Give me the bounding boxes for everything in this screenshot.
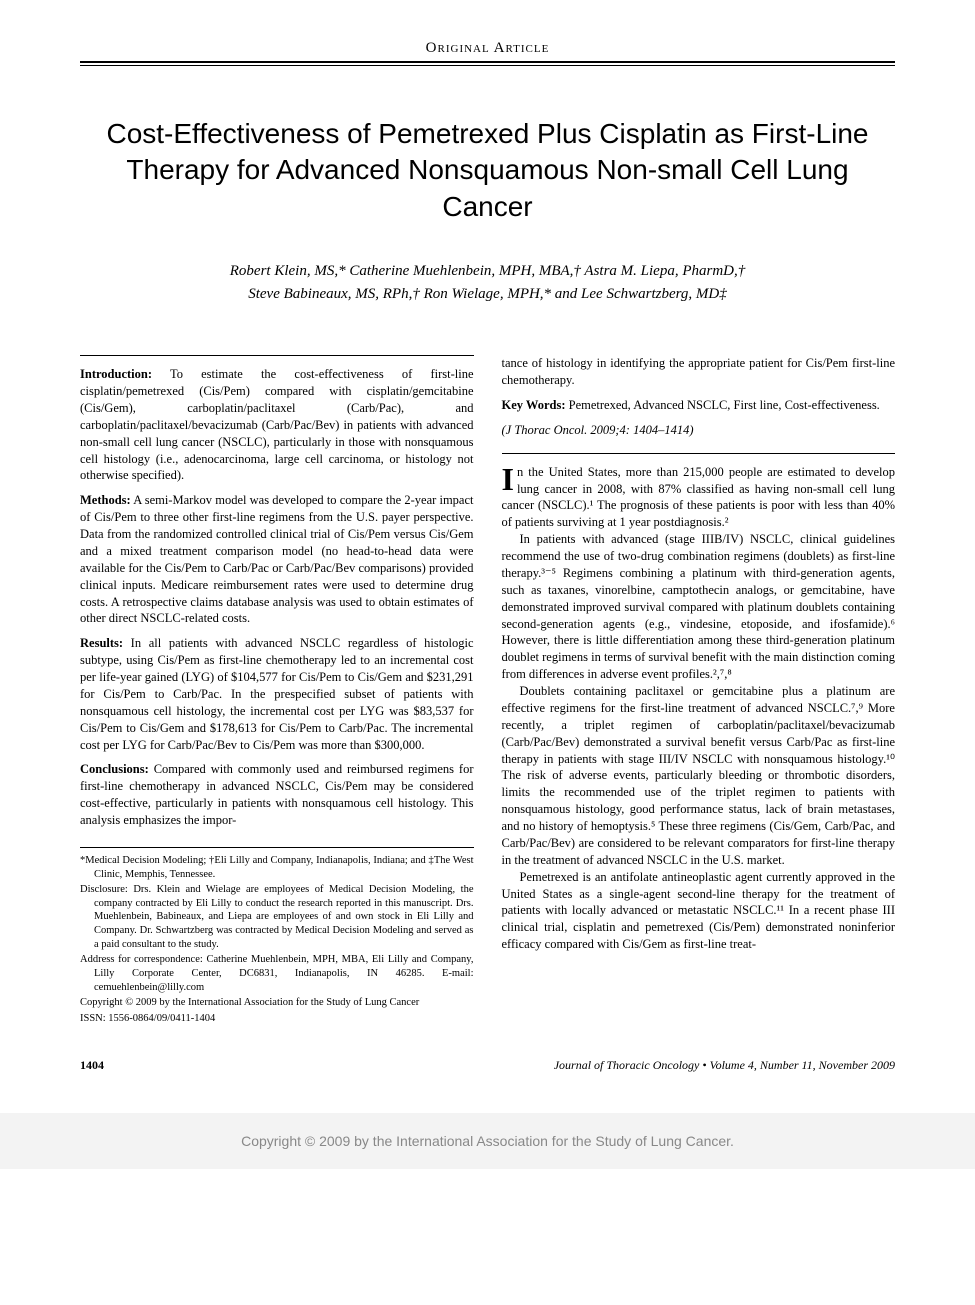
methods-label: Methods: — [80, 493, 131, 507]
conclusions-label: Conclusions: — [80, 762, 149, 776]
footnote-correspondence: Address for correspondence: Catherine Mu… — [80, 953, 474, 994]
results-label: Results: — [80, 636, 123, 650]
column-divider — [80, 355, 474, 356]
footnotes: *Medical Decision Modeling; †Eli Lilly a… — [80, 847, 474, 1026]
body-paragraph-1: In the United States, more than 215,000 … — [502, 464, 896, 532]
author-list: Robert Klein, MS,* Catherine Muehlenbein… — [80, 260, 895, 305]
keywords: Key Words: Pemetrexed, Advanced NSCLC, F… — [502, 397, 896, 414]
footnote-copyright: Copyright © 2009 by the International As… — [80, 996, 474, 1010]
abstract-continuation: tance of histology in identifying the ap… — [502, 355, 896, 389]
page-footer: 1404 Journal of Thoracic Oncology • Volu… — [80, 1058, 895, 1073]
footnote-disclosure: Disclosure: Drs. Klein and Wielage are e… — [80, 883, 474, 951]
citation: (J Thorac Oncol. 2009;4: 1404–1414) — [502, 422, 896, 439]
authors-line-2: Steve Babineaux, MS, RPh,† Ron Wielage, … — [80, 283, 895, 306]
bottom-copyright: Copyright © 2009 by the International As… — [0, 1113, 975, 1169]
keywords-text: Pemetrexed, Advanced NSCLC, First line, … — [566, 398, 880, 412]
footnote-affiliations: *Medical Decision Modeling; †Eli Lilly a… — [80, 854, 474, 881]
introduction-text: To estimate the cost-effectiveness of fi… — [80, 367, 474, 482]
authors-line-1: Robert Klein, MS,* Catherine Muehlenbein… — [80, 260, 895, 283]
right-column: tance of histology in identifying the ap… — [502, 355, 896, 1027]
body-paragraph-4: Pemetrexed is an antifolate antineoplast… — [502, 869, 896, 953]
results-text: In all patients with advanced NSCLC rega… — [80, 636, 474, 751]
article-title: Cost-Effectiveness of Pemetrexed Plus Ci… — [80, 116, 895, 225]
section-label: Original Article — [80, 40, 895, 63]
column-divider — [502, 453, 896, 454]
content-columns: Introduction: To estimate the cost-effec… — [80, 355, 895, 1027]
journal-info: Journal of Thoracic Oncology • Volume 4,… — [554, 1058, 895, 1073]
abstract-results: Results: In all patients with advanced N… — [80, 635, 474, 753]
introduction-label: Introduction: — [80, 367, 152, 381]
abstract-conclusions: Conclusions: Compared with commonly used… — [80, 761, 474, 829]
footnote-issn: ISSN: 1556-0864/09/0411-1404 — [80, 1012, 474, 1026]
body-paragraph-2: In patients with advanced (stage IIIB/IV… — [502, 531, 896, 683]
methods-text: A semi-Markov model was developed to com… — [80, 493, 474, 625]
body-paragraph-3: Doublets containing paclitaxel or gemcit… — [502, 683, 896, 869]
header-underline — [80, 65, 895, 66]
abstract-introduction: Introduction: To estimate the cost-effec… — [80, 366, 474, 484]
left-column: Introduction: To estimate the cost-effec… — [80, 355, 474, 1027]
page-number: 1404 — [80, 1058, 104, 1073]
keywords-label: Key Words: — [502, 398, 566, 412]
abstract-methods: Methods: A semi-Markov model was develop… — [80, 492, 474, 627]
